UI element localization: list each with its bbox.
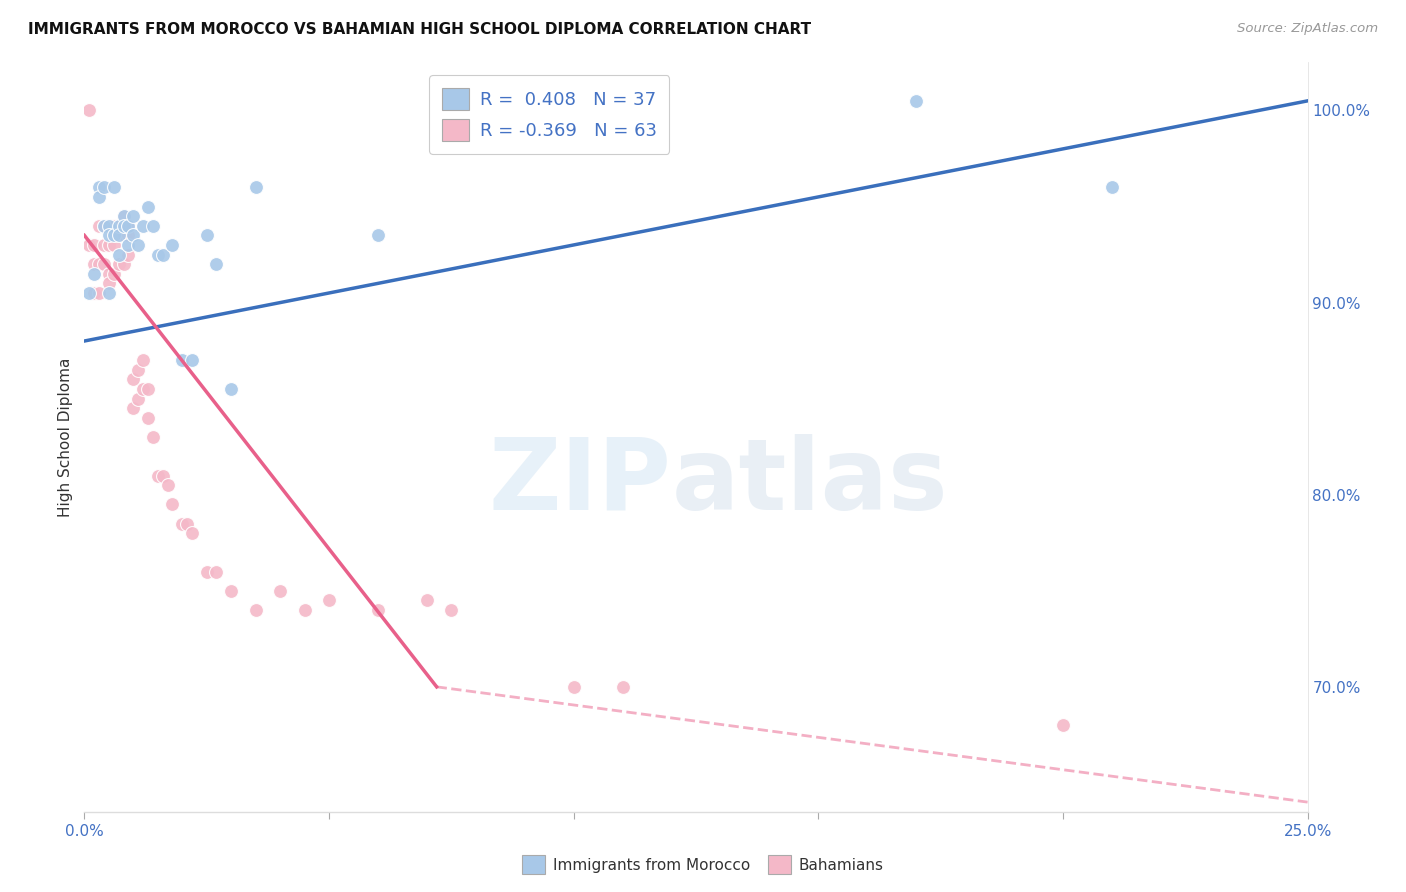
- Point: [97, 277, 120, 291]
- Point: [172, 516, 194, 531]
- Point: [107, 219, 129, 233]
- Point: [97, 228, 120, 243]
- Point: [97, 219, 120, 233]
- Point: [219, 583, 242, 598]
- Point: [117, 247, 139, 261]
- Legend: Immigrants from Morocco, Bahamians: Immigrants from Morocco, Bahamians: [516, 849, 890, 880]
- Point: [1101, 180, 1123, 194]
- Point: [318, 593, 340, 607]
- Point: [219, 382, 242, 396]
- Point: [83, 285, 105, 300]
- Point: [142, 219, 165, 233]
- Point: [117, 219, 139, 233]
- Point: [103, 238, 125, 252]
- Point: [367, 228, 389, 243]
- Point: [269, 583, 291, 598]
- Point: [112, 257, 135, 271]
- Point: [127, 238, 149, 252]
- Text: atlas: atlas: [672, 434, 948, 531]
- Point: [97, 285, 120, 300]
- Point: [146, 468, 169, 483]
- Point: [107, 247, 129, 261]
- Point: [112, 219, 135, 233]
- Point: [136, 410, 159, 425]
- Point: [93, 219, 115, 233]
- Point: [152, 247, 174, 261]
- Point: [181, 526, 204, 541]
- Point: [416, 593, 439, 607]
- Point: [117, 228, 139, 243]
- Point: [1052, 718, 1074, 732]
- Point: [367, 603, 389, 617]
- Point: [93, 180, 115, 194]
- Y-axis label: High School Diploma: High School Diploma: [58, 358, 73, 516]
- Point: [205, 257, 228, 271]
- Point: [245, 180, 267, 194]
- Point: [87, 257, 110, 271]
- Point: [205, 565, 228, 579]
- Point: [162, 238, 184, 252]
- Point: [83, 257, 105, 271]
- Point: [87, 180, 110, 194]
- Point: [156, 478, 179, 492]
- Point: [562, 680, 585, 694]
- Text: Source: ZipAtlas.com: Source: ZipAtlas.com: [1237, 22, 1378, 36]
- Point: [103, 267, 125, 281]
- Legend: R =  0.408   N = 37, R = -0.369   N = 63: R = 0.408 N = 37, R = -0.369 N = 63: [429, 75, 669, 153]
- Point: [122, 228, 145, 243]
- Point: [440, 603, 463, 617]
- Point: [117, 238, 139, 252]
- Point: [162, 497, 184, 511]
- Point: [83, 267, 105, 281]
- Point: [103, 219, 125, 233]
- Point: [112, 209, 135, 223]
- Point: [132, 353, 155, 368]
- Point: [77, 238, 100, 252]
- Point: [195, 228, 218, 243]
- Point: [612, 680, 634, 694]
- Point: [127, 363, 149, 377]
- Point: [107, 228, 129, 243]
- Point: [146, 247, 169, 261]
- Point: [245, 603, 267, 617]
- Point: [103, 228, 125, 243]
- Point: [112, 209, 135, 223]
- Point: [77, 103, 100, 118]
- Point: [87, 190, 110, 204]
- Point: [77, 285, 100, 300]
- Point: [132, 382, 155, 396]
- Point: [122, 209, 145, 223]
- Text: IMMIGRANTS FROM MOROCCO VS BAHAMIAN HIGH SCHOOL DIPLOMA CORRELATION CHART: IMMIGRANTS FROM MOROCCO VS BAHAMIAN HIGH…: [28, 22, 811, 37]
- Point: [87, 219, 110, 233]
- Point: [97, 238, 120, 252]
- Point: [136, 200, 159, 214]
- Text: ZIP: ZIP: [489, 434, 672, 531]
- Point: [195, 565, 218, 579]
- Point: [87, 285, 110, 300]
- Point: [83, 238, 105, 252]
- Point: [905, 94, 928, 108]
- Point: [97, 219, 120, 233]
- Point: [107, 219, 129, 233]
- Point: [93, 219, 115, 233]
- Point: [294, 603, 316, 617]
- Point: [103, 180, 125, 194]
- Point: [97, 267, 120, 281]
- Point: [176, 516, 198, 531]
- Point: [93, 257, 115, 271]
- Point: [127, 392, 149, 406]
- Point: [112, 228, 135, 243]
- Point: [117, 219, 139, 233]
- Point: [172, 353, 194, 368]
- Point: [122, 401, 145, 416]
- Point: [122, 372, 145, 386]
- Point: [132, 219, 155, 233]
- Point: [136, 382, 159, 396]
- Point: [93, 238, 115, 252]
- Point: [181, 353, 204, 368]
- Point: [142, 430, 165, 444]
- Point: [107, 228, 129, 243]
- Point: [107, 257, 129, 271]
- Point: [152, 468, 174, 483]
